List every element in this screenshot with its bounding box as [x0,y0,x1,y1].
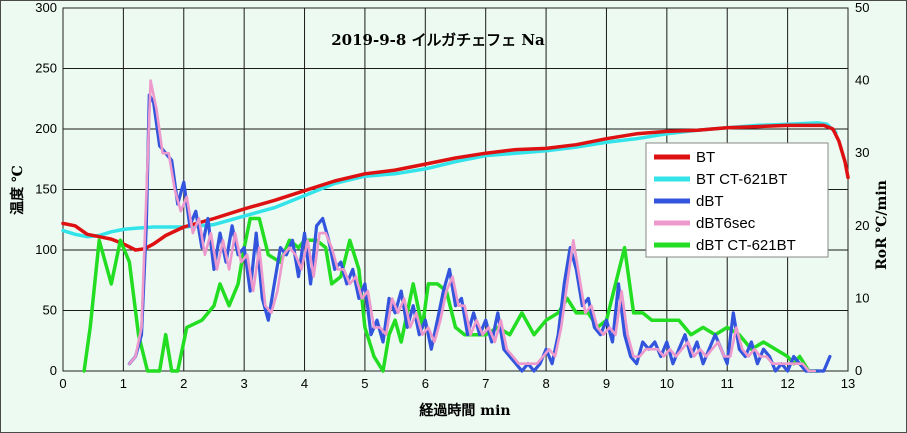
y-axis-label-right: RoR ℃/min [874,180,890,270]
y-tick-label-right: 50 [855,0,869,15]
series-layer [61,79,850,373]
legend-label-bt: BT [696,149,715,166]
chart-title: 2019-9-8 イルガチェフェ Na [331,31,545,49]
y-tick-label-left: 0 [50,363,57,378]
y-axis-label-left: 温度 ℃ [9,165,26,215]
x-tick-label: 8 [542,376,549,391]
series-line-dbt [127,93,832,373]
y-tick-label-left: 150 [35,182,57,197]
x-tick-label: 1 [120,376,127,391]
x-tick-label: 11 [720,376,734,391]
x-tick-label: 0 [59,376,66,391]
x-tick-label: 2 [180,376,187,391]
series-line-dbt6sec [128,79,817,373]
y-tick-label-left: 100 [35,242,57,257]
x-tick-label: 3 [241,376,248,391]
y-tick-label-right: 0 [855,363,862,378]
legend-label-dbt6sec: dBT6sec [696,215,756,232]
legend: BT BT CT-621BT dBT dBT6sec dBT CT-621BT [645,142,829,258]
legend-label-bt-ct621bt: BT CT-621BT [696,171,787,188]
x-axis-label: 経過時間 min [419,402,510,419]
series-line-bt [61,123,850,252]
legend-label-dbt-ct621bt: dBT CT-621BT [696,237,796,254]
y-tick-label-left: 50 [43,303,57,318]
x-tick-label: 12 [780,376,794,391]
x-tick-label: 9 [603,376,610,391]
y-tick-label-left: 200 [35,121,57,136]
x-tick-label: 10 [660,376,674,391]
y-tick-label-left: 300 [35,0,57,15]
y-tick-label-left: 250 [35,61,57,76]
y-tick-label-right: 20 [855,218,869,233]
y-tick-label-right: 10 [855,290,869,305]
legend-label-dbt: dBT [696,193,724,210]
x-tick-label: 6 [422,376,429,391]
ticks: 0 1 2 3 4 5 6 7 8 9 10 11 12 130501001502002503000102… [35,0,869,391]
x-tick-label: 4 [301,376,308,391]
y-tick-label-right: 40 [855,73,869,88]
x-tick-label: 13 [841,376,855,391]
y-tick-label-right: 30 [855,145,869,160]
x-tick-label: 7 [482,376,489,391]
x-tick-label: 5 [361,376,368,391]
